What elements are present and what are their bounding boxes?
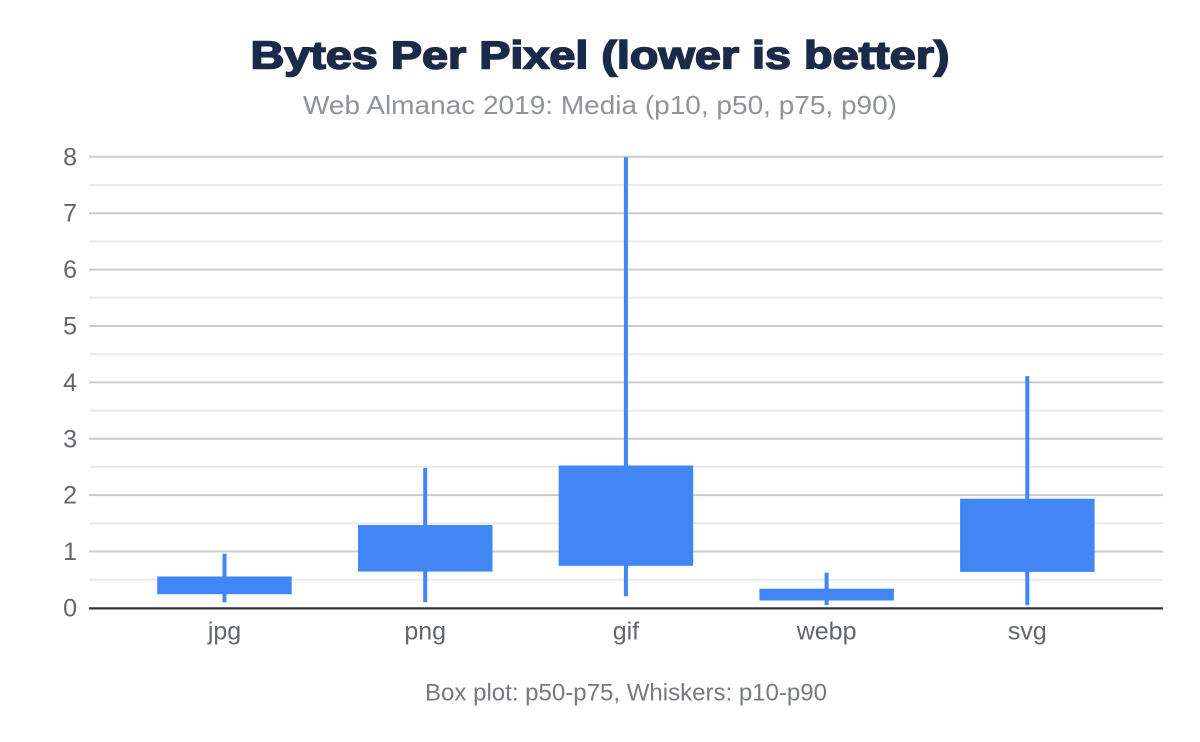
svg-text:7: 7: [63, 200, 77, 228]
svg-text:5: 5: [63, 313, 77, 341]
svg-text:1: 1: [63, 538, 77, 566]
svg-text:0: 0: [63, 594, 77, 622]
svg-text:webp: webp: [796, 618, 857, 646]
svg-text:6: 6: [63, 256, 77, 284]
svg-text:3: 3: [63, 425, 77, 453]
svg-text:jpg: jpg: [207, 618, 241, 646]
svg-text:png: png: [404, 618, 446, 646]
svg-text:Web Almanac 2019: Media (p10,: Web Almanac 2019: Media (p10, p50, p75, …: [303, 90, 897, 120]
svg-text:2: 2: [63, 482, 77, 510]
svg-text:8: 8: [63, 143, 77, 171]
svg-text:gif: gif: [613, 618, 639, 646]
svg-text:Box plot: p50-p75, Whiskers: p: Box plot: p50-p75, Whiskers: p10-p90: [425, 680, 827, 707]
svg-text:4: 4: [63, 369, 77, 397]
svg-text:Bytes Per Pixel (lower is bett: Bytes Per Pixel (lower is better): [251, 35, 950, 78]
svg-text:svg: svg: [1008, 618, 1047, 646]
